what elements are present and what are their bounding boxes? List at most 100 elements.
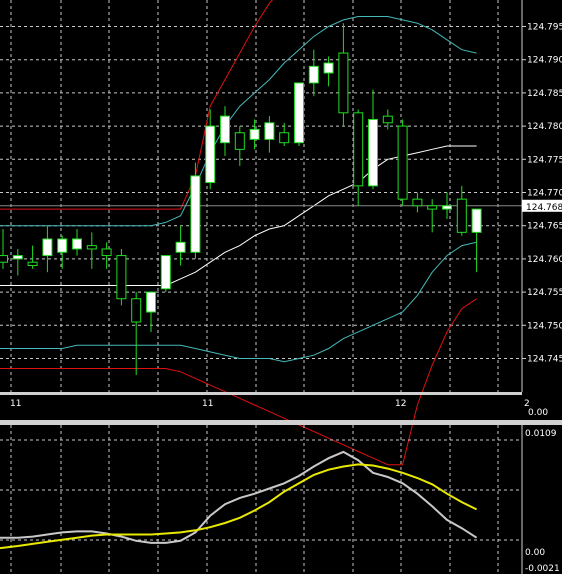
candle [175,225,186,266]
indicator-line-yellow [0,463,478,550]
candle-body-up [294,82,304,144]
bollinger-lower-2sigma [0,298,477,466]
current-price-tag: 124.768 [522,199,562,213]
price-axis-label: 124.755 [527,288,562,298]
time-axis-top-border [0,392,522,395]
bollinger-upper-1sigma [0,16,477,227]
candle-body-up [323,62,334,74]
candle-body-down [382,115,393,124]
panel-separator [0,420,562,425]
candle-body-up [442,205,452,210]
candle [279,122,290,147]
candle [27,245,38,269]
current-price-tag-label: 124.768 [526,203,562,213]
indicator-axis-label: -0.0021 [525,564,560,574]
candle-body-down [353,112,364,187]
candle-body-down [27,261,38,267]
candle [456,185,467,236]
time-axis-strip: 11 11 12 2 0.00 [0,392,562,425]
candle [12,248,23,276]
bollinger-lower-1sigma [0,241,477,363]
candle-body-down [131,298,142,323]
candle-body-up [42,238,53,257]
bollinger-bands [0,0,477,466]
candle-body-up [308,65,319,84]
candle-body-down [427,205,438,210]
price-axis-label: 124.785 [527,89,562,99]
candle-body-up [57,238,68,253]
candle [220,106,230,156]
candle [368,89,378,190]
price-axis-label: 124.760 [527,255,562,265]
candle [86,232,97,269]
candle-body-up [175,241,186,253]
candle [101,242,112,269]
candle [442,192,452,220]
current-price-tag-bg [522,199,562,212]
price-axis-label: 124.795 [527,23,562,33]
time-tick-label: 11 [10,399,21,409]
candle-body-down [397,125,408,200]
candle [160,255,171,293]
price-axis: 124.795 124.790 124.785 124.780 124.775 124.7… [521,0,562,392]
price-axis-label: 124.775 [527,155,562,165]
candle-body-up [205,125,216,184]
price-axis-label: 124.765 [527,222,562,232]
price-axis-label: 124.780 [527,122,562,132]
candle-body-up [190,175,201,253]
candle [264,116,275,153]
candle [57,235,68,269]
indicator-axis-label: 0.0109 [525,429,557,439]
candle-body-up [264,122,275,140]
candle [234,126,245,166]
candle-body-up [368,118,378,187]
candle-body-down [279,132,290,144]
price-axis-label: 124.790 [527,56,562,66]
indicator-panel: 0.0109 0.00 -0.0021 [0,425,560,574]
candle [397,119,408,206]
candle-body-up [249,128,260,140]
price-axis-label: 124.750 [527,321,562,331]
time-tick-label: 12 [395,399,406,409]
candle [0,229,8,269]
price-axis-label: 124.745 [527,355,562,365]
candle [353,109,364,206]
candle-body-up [12,255,23,260]
candle [190,162,201,259]
candle [338,23,349,127]
main-price-panel: 124.795 124.790 124.785 124.780 124.775 124.7… [0,0,562,466]
main-grid [0,0,522,392]
candles [0,23,482,376]
candle [131,292,142,376]
candle [308,49,319,97]
candle-body-up [471,208,482,233]
candle-body-up [72,238,82,250]
candle [146,291,156,332]
candle-body-down [116,255,127,300]
candle-body-down [412,198,423,207]
candle-body-up [146,291,156,313]
candle [205,109,216,190]
candle [42,225,53,273]
candle-body-down [338,52,349,114]
candle-body-up [160,255,171,290]
time-tick-label: 11 [202,399,213,409]
candle [471,208,482,273]
price-axis-label: 124.770 [527,189,562,199]
candle [412,192,423,213]
candle-body-up [220,115,230,144]
candle-body-down [0,255,8,263]
candle-body-down [234,132,245,150]
candle [382,109,393,130]
candle-body-down [86,245,97,250]
bollinger-upper-2sigma [0,0,477,210]
candle [72,229,82,256]
indicator-grid [0,425,523,574]
separator-label: 0.00 [528,408,548,418]
candle-body-down [101,248,112,257]
candle [294,82,304,147]
candle [323,56,334,87]
candle [116,248,127,306]
